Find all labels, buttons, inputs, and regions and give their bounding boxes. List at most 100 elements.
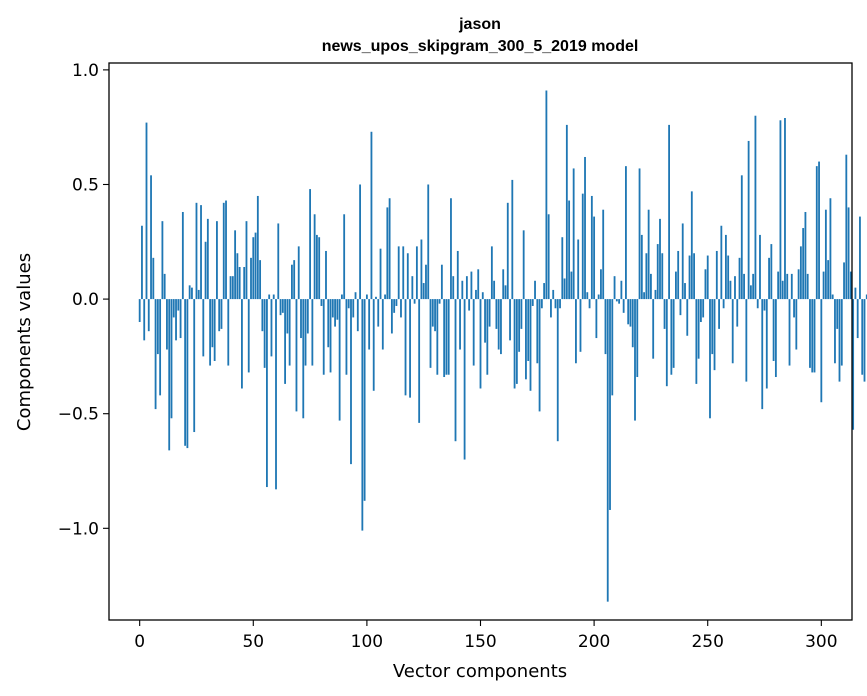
bar-component-217 xyxy=(631,299,634,348)
bar-component-7 xyxy=(154,299,157,410)
bar-component-301 xyxy=(822,271,825,300)
bar-component-86 xyxy=(334,299,336,327)
bar-component-104 xyxy=(375,296,377,300)
bar-component-94 xyxy=(352,299,355,318)
bar-component-290 xyxy=(797,269,800,300)
bar-component-310 xyxy=(843,262,845,300)
bar-component-10 xyxy=(161,221,164,300)
bar-component-130 xyxy=(434,299,436,332)
bar-component-143 xyxy=(463,299,466,460)
bar-component-173 xyxy=(531,299,534,306)
y-tick-label: −0.5 xyxy=(58,405,99,425)
bar-component-67 xyxy=(291,264,293,300)
bar-component-274 xyxy=(761,299,764,410)
bar-component-32 xyxy=(211,299,214,348)
bar-component-300 xyxy=(820,299,823,403)
bar-component-158 xyxy=(497,299,500,350)
bar-component-200 xyxy=(593,216,596,300)
bar-component-309 xyxy=(840,299,843,366)
bar-component-285 xyxy=(786,273,789,300)
bar-component-299 xyxy=(818,161,820,300)
bar-component-60 xyxy=(275,299,277,490)
bar-component-120 xyxy=(411,276,414,300)
bar-component-302 xyxy=(824,209,827,300)
bar-component-51 xyxy=(254,232,257,300)
bar-component-35 xyxy=(218,299,221,332)
bar-component-111 xyxy=(390,299,393,334)
bar-component-70 xyxy=(297,246,300,300)
bar-component-4 xyxy=(147,299,150,332)
bar-component-37 xyxy=(222,202,225,300)
bar-component-237 xyxy=(677,250,680,300)
bar-component-61 xyxy=(277,223,280,300)
bar-component-106 xyxy=(379,248,382,300)
x-tick-label: 300 xyxy=(805,632,837,652)
bar-component-112 xyxy=(393,299,396,313)
bar-component-140 xyxy=(456,250,459,300)
bar-component-55 xyxy=(263,299,266,368)
bar-component-297 xyxy=(813,299,816,373)
bar-component-121 xyxy=(413,299,416,304)
y-tick-label: 0.0 xyxy=(72,290,99,310)
bar-component-191 xyxy=(572,168,575,300)
bar-component-316 xyxy=(856,299,859,339)
bar-component-48 xyxy=(247,299,250,373)
bar-component-238 xyxy=(679,299,682,316)
bar-component-320 xyxy=(865,294,867,300)
bar-component-155 xyxy=(490,246,493,300)
bar-component-160 xyxy=(502,269,505,300)
bar-component-17 xyxy=(177,299,180,311)
bar-component-190 xyxy=(570,271,573,300)
x-tick-label: 150 xyxy=(464,632,496,652)
bar-component-186 xyxy=(561,237,564,300)
bar-component-13 xyxy=(168,299,171,451)
bar-component-303 xyxy=(827,260,830,300)
bar-component-270 xyxy=(752,273,755,300)
bar-component-257 xyxy=(722,299,725,309)
bar-component-20 xyxy=(184,299,187,446)
bar-component-73 xyxy=(304,299,307,366)
bar-component-119 xyxy=(409,299,411,398)
bar-component-41 xyxy=(231,276,234,300)
bar-component-250 xyxy=(706,255,709,300)
bar-component-164 xyxy=(511,179,514,300)
bar-component-266 xyxy=(743,273,745,300)
bar-component-59 xyxy=(272,294,275,300)
bar-component-294 xyxy=(806,273,809,300)
bar-component-148 xyxy=(475,289,477,300)
bar-component-159 xyxy=(500,299,502,355)
bar-component-129 xyxy=(431,299,434,327)
bar-component-138 xyxy=(452,276,455,300)
bar-component-170 xyxy=(525,299,527,380)
bar-component-221 xyxy=(640,234,643,300)
bar-component-283 xyxy=(781,280,784,300)
bar-component-308 xyxy=(838,299,841,382)
bar-component-248 xyxy=(702,299,705,318)
y-tick-label: −1.0 xyxy=(58,519,99,539)
bar-component-84 xyxy=(329,299,332,373)
bar-component-156 xyxy=(493,280,496,300)
bar-component-80 xyxy=(320,299,323,306)
bar-component-239 xyxy=(681,223,684,300)
bar-component-152 xyxy=(484,299,486,343)
bar-component-267 xyxy=(745,299,748,382)
bar-component-101 xyxy=(368,299,371,350)
bar-component-273 xyxy=(759,234,761,300)
bar-component-252 xyxy=(711,299,714,355)
bar-component-0 xyxy=(138,299,141,323)
bar-component-141 xyxy=(459,299,461,350)
bar-component-185 xyxy=(559,299,561,309)
bar-component-145 xyxy=(468,299,471,311)
bar-component-249 xyxy=(704,269,707,300)
bar-component-272 xyxy=(756,299,759,309)
bar-component-118 xyxy=(406,253,409,300)
bar-component-195 xyxy=(581,193,584,300)
bar-component-90 xyxy=(343,214,346,300)
bar-component-174 xyxy=(534,280,536,300)
bar-component-214 xyxy=(625,166,627,300)
bar-component-139 xyxy=(454,299,457,442)
bar-component-263 xyxy=(736,299,739,327)
bar-component-162 xyxy=(506,202,509,300)
bar-component-136 xyxy=(447,299,450,375)
